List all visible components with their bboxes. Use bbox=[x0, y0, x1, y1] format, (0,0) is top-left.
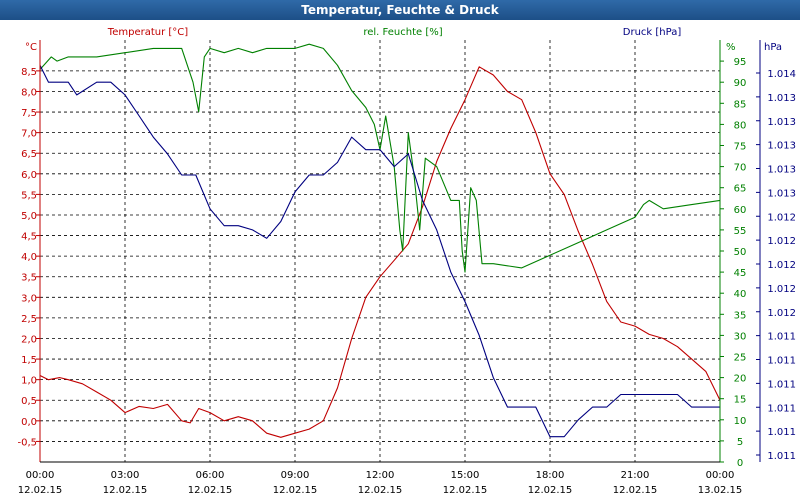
humidity-tick-label: 60 bbox=[734, 205, 747, 216]
x-tick-date: 12.02.15 bbox=[103, 485, 148, 496]
temp-tick-label: 3,0 bbox=[21, 293, 37, 304]
chart-series bbox=[39, 43, 721, 438]
x-tick-date: 12.02.15 bbox=[613, 485, 658, 496]
x-tick-time: 03:00 bbox=[111, 470, 140, 481]
temp-tick-label: 2,0 bbox=[21, 334, 37, 345]
humidity-tick-label: 20 bbox=[734, 374, 747, 385]
x-tick-time: 00:00 bbox=[706, 470, 735, 481]
temp-tick-label: 3,5 bbox=[21, 273, 37, 284]
x-tick-date: 12.02.15 bbox=[273, 485, 318, 496]
temp-tick-label: 2,5 bbox=[21, 314, 37, 325]
humidity-tick-label: 35 bbox=[734, 310, 747, 321]
pressure-tick-label: 1.012 bbox=[767, 236, 796, 247]
humidity-tick-label: 0 bbox=[737, 458, 743, 469]
pressure-tick-label: 1.013 bbox=[767, 165, 796, 176]
pressure-tick-label: 1.011 bbox=[767, 451, 796, 462]
series-line-humidity bbox=[39, 43, 721, 273]
x-tick-time: 15:00 bbox=[451, 470, 480, 481]
humidity-tick-label: 65 bbox=[734, 184, 747, 195]
humidity-tick-label: 80 bbox=[734, 120, 747, 131]
humidity-tick-label: 15 bbox=[734, 395, 747, 406]
pressure-tick-label: 1.011 bbox=[767, 356, 796, 367]
pressure-tick-label: 1.013 bbox=[767, 141, 796, 152]
x-tick-time: 00:00 bbox=[26, 470, 55, 481]
pressure-tick-label: 1.012 bbox=[767, 212, 796, 223]
temp-tick-label: 8,0 bbox=[21, 87, 37, 98]
temp-tick-label: 6,5 bbox=[21, 149, 37, 160]
pressure-tick-label: 1.012 bbox=[767, 308, 796, 319]
pressure-tick-label: 1.013 bbox=[767, 188, 796, 199]
x-tick-date: 13.02.15 bbox=[698, 485, 743, 496]
pressure-tick-label: 1.013 bbox=[767, 117, 796, 128]
humidity-tick-label: 75 bbox=[734, 142, 747, 153]
x-tick-time: 09:00 bbox=[281, 470, 310, 481]
temp-tick-label: -0,5 bbox=[17, 437, 37, 448]
window-title: Temperatur, Feuchte & Druck bbox=[0, 0, 800, 20]
x-tick-time: 12:00 bbox=[366, 470, 395, 481]
x-tick-date: 12.02.15 bbox=[358, 485, 403, 496]
humidity-tick-label: 5 bbox=[737, 437, 743, 448]
temp-tick-label: 4,5 bbox=[21, 232, 37, 243]
pressure-tick-label: 1.012 bbox=[767, 260, 796, 271]
series-line-temperature bbox=[39, 66, 721, 438]
humidity-tick-label: 10 bbox=[734, 416, 747, 427]
chart-grid bbox=[40, 40, 720, 462]
x-tick-date: 12.02.15 bbox=[443, 485, 488, 496]
pressure-tick-label: 1.011 bbox=[767, 332, 796, 343]
temp-tick-label: 5,5 bbox=[21, 190, 37, 201]
humidity-tick-label: 45 bbox=[734, 268, 747, 279]
pressure-tick-label: 1.011 bbox=[767, 403, 796, 414]
temp-tick-label: 0,0 bbox=[21, 417, 37, 428]
temp-tick-label: 7,5 bbox=[21, 108, 37, 119]
temp-tick-label: 1,0 bbox=[21, 376, 37, 387]
temp-axis-title: Temperatur [°C] bbox=[107, 27, 188, 38]
temp-tick-label: 6,0 bbox=[21, 170, 37, 181]
temp-unit-label: °C bbox=[25, 42, 37, 53]
x-tick-date: 12.02.15 bbox=[528, 485, 573, 496]
x-tick-date: 12.02.15 bbox=[18, 485, 63, 496]
humidity-tick-label: 70 bbox=[734, 163, 747, 174]
x-tick-date: 12.02.15 bbox=[188, 485, 233, 496]
humidity-tick-label: 30 bbox=[734, 331, 747, 342]
temp-tick-label: 7,0 bbox=[21, 129, 37, 140]
x-tick-time: 21:00 bbox=[621, 470, 650, 481]
pressure-tick-label: 1.011 bbox=[767, 379, 796, 390]
humidity-tick-label: 90 bbox=[734, 78, 747, 89]
series-line-pressure bbox=[39, 65, 720, 438]
humidity-tick-label: 50 bbox=[734, 247, 747, 258]
humidity-tick-label: 85 bbox=[734, 99, 747, 110]
humidity-tick-label: 55 bbox=[734, 226, 747, 237]
pressure-unit-label: hPa bbox=[764, 42, 782, 53]
temp-tick-label: 5,0 bbox=[21, 211, 37, 222]
x-tick-time: 18:00 bbox=[536, 470, 565, 481]
pressure-tick-label: 1.014 bbox=[767, 69, 796, 80]
temp-tick-label: 4,0 bbox=[21, 252, 37, 263]
x-tick-time: 06:00 bbox=[196, 470, 225, 481]
humidity-axis-title: rel. Feuchte [%] bbox=[363, 27, 442, 38]
chart: -0,5 0,0 0,5 1,0 1,5 2,0 2,5 3,0 3,5 4,0 4,5 5,0 5,5… bbox=[17, 27, 796, 496]
humidity-tick-label: 40 bbox=[734, 289, 747, 300]
temp-tick-label: 0,5 bbox=[21, 396, 37, 407]
humidity-unit-label: % bbox=[726, 42, 736, 53]
pressure-tick-label: 1.012 bbox=[767, 284, 796, 295]
pressure-tick-label: 1.011 bbox=[767, 427, 796, 438]
chart-labels: -0,5 0,0 0,5 1,0 1,5 2,0 2,5 3,0 3,5 4,0 4,5 5,0 5,5… bbox=[17, 27, 796, 496]
temp-tick-label: 1,5 bbox=[21, 355, 37, 366]
pressure-axis-title: Druck [hPa] bbox=[623, 27, 682, 38]
pressure-tick-label: 1.013 bbox=[767, 93, 796, 104]
humidity-tick-label: 25 bbox=[734, 353, 747, 364]
humidity-tick-label: 95 bbox=[734, 57, 747, 68]
plot-frame bbox=[36, 40, 761, 463]
temp-tick-label: 8,5 bbox=[21, 67, 37, 78]
